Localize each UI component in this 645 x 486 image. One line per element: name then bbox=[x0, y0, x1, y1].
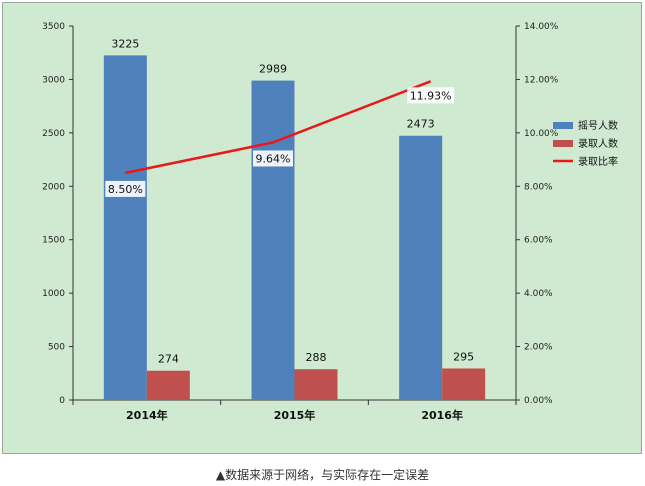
bar-applicants bbox=[251, 80, 295, 400]
bar-data-label: 274 bbox=[158, 353, 179, 366]
bar-applicants bbox=[103, 55, 147, 401]
rate-label-box bbox=[407, 87, 455, 104]
bar-data-label: 3225 bbox=[111, 37, 139, 50]
y-tick-label: 1000 bbox=[42, 289, 65, 299]
bar-data-label: 2473 bbox=[407, 118, 435, 131]
rate-data-label: 11.93% bbox=[410, 89, 452, 102]
y-tick-label: 0 bbox=[59, 396, 65, 406]
bar-data-label: 2989 bbox=[259, 63, 287, 76]
bar-admitted bbox=[442, 368, 486, 400]
y2-tick-label: 14.00% bbox=[524, 22, 559, 32]
rate-label-box bbox=[105, 180, 146, 197]
bar-admitted bbox=[294, 369, 338, 400]
y2-tick-label: 6.00% bbox=[524, 236, 553, 246]
y2-tick-label: 0.00% bbox=[524, 396, 553, 406]
x-category-label: 2016年 bbox=[421, 408, 463, 422]
bar-admitted bbox=[146, 370, 190, 400]
chart-caption: ▲数据来源于网络，与实际存在一定误差 bbox=[215, 468, 430, 482]
bar-data-label: 288 bbox=[306, 351, 327, 364]
y-tick-label: 3500 bbox=[42, 22, 65, 32]
legend-label: 录取人数 bbox=[578, 137, 618, 150]
chart-frame: 0 500 1000 1500 2000 2500 3000 3500 0.00% 2.00% 4.… bbox=[2, 2, 642, 454]
y2-tick-label: 8.00% bbox=[524, 182, 553, 192]
bar-data-label: 295 bbox=[453, 350, 474, 363]
chart-svg: 0 500 1000 1500 2000 2500 3000 3500 0.00% 2.00% 4.… bbox=[42, 22, 618, 422]
rate-line bbox=[125, 80, 432, 175]
x-category-label: 2014年 bbox=[126, 408, 168, 422]
legend-label: 录取比率 bbox=[578, 155, 618, 168]
legend-swatch bbox=[553, 140, 573, 147]
y2-tick-label: 4.00% bbox=[524, 289, 553, 299]
legend-swatch bbox=[553, 122, 573, 129]
y2-tick-label: 10.00% bbox=[524, 129, 559, 139]
y-tick-label: 500 bbox=[48, 343, 65, 353]
rate-label-box bbox=[253, 150, 293, 167]
y-tick-label: 2500 bbox=[42, 129, 65, 139]
x-category-label: 2015年 bbox=[274, 408, 316, 422]
rate-data-label: 8.50% bbox=[108, 183, 143, 196]
y-tick-label: 1500 bbox=[42, 236, 65, 246]
rate-data-label: 9.64% bbox=[256, 152, 291, 165]
y-tick-label: 3000 bbox=[42, 75, 65, 85]
y2-tick-label: 12.00% bbox=[524, 75, 559, 85]
y2-tick-label: 2.00% bbox=[524, 343, 553, 353]
bar-applicants bbox=[399, 135, 443, 400]
legend-label: 摇号人数 bbox=[578, 119, 618, 132]
y-tick-label: 2000 bbox=[42, 182, 65, 192]
